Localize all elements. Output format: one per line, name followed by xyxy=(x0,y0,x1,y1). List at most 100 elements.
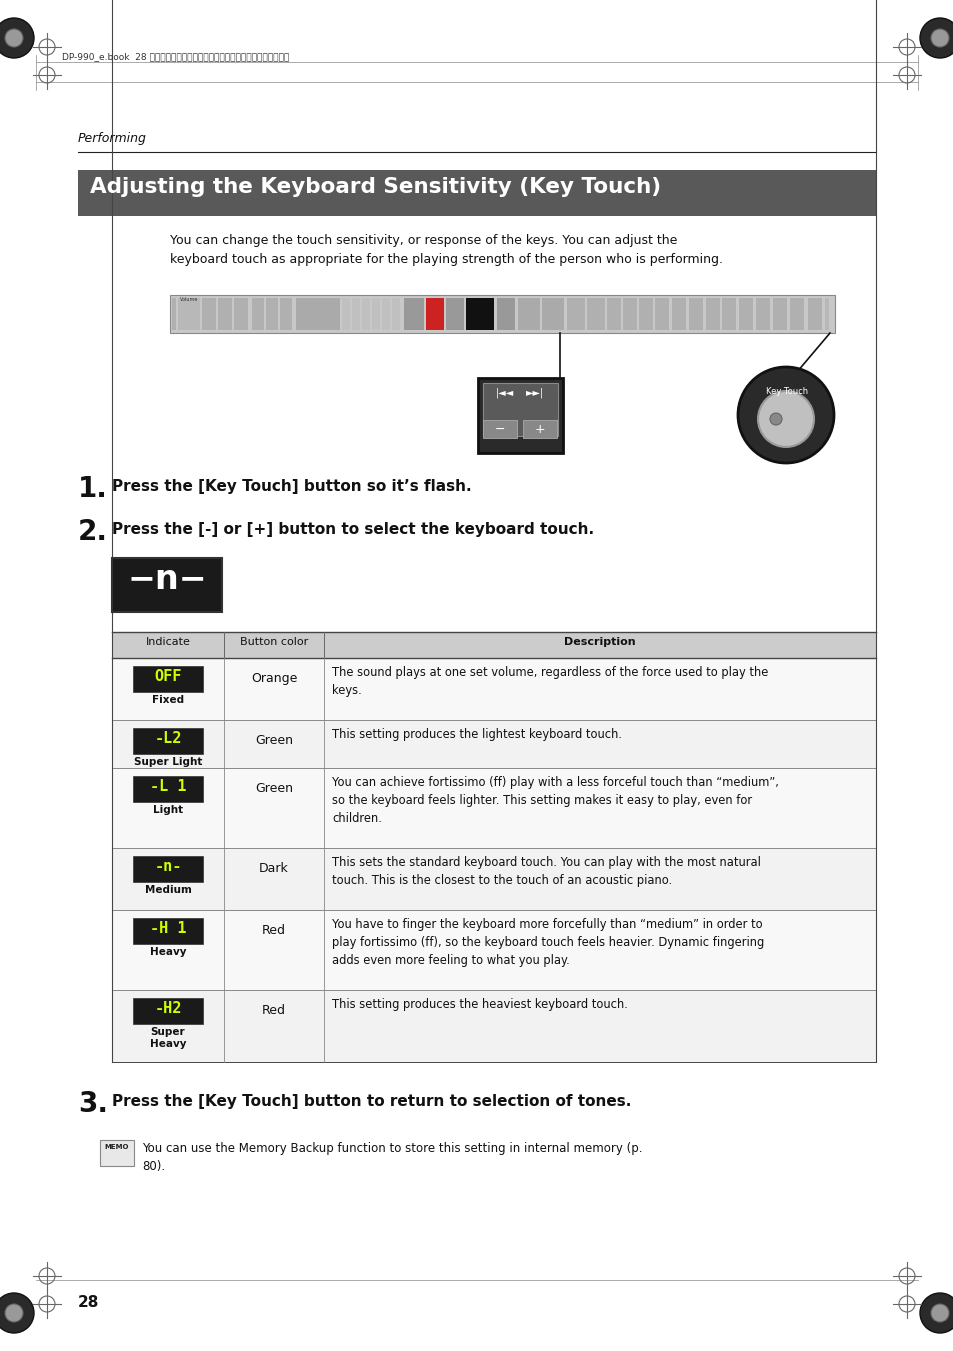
Bar xyxy=(465,299,494,330)
Bar xyxy=(824,299,828,330)
Bar xyxy=(132,775,203,802)
Circle shape xyxy=(930,1304,948,1323)
Text: Key Touch: Key Touch xyxy=(765,386,807,396)
Circle shape xyxy=(769,413,781,426)
Text: -L 1: -L 1 xyxy=(150,780,186,794)
Circle shape xyxy=(919,1293,953,1333)
Text: Dark: Dark xyxy=(259,862,289,875)
Text: Indicate: Indicate xyxy=(146,638,191,647)
Text: This setting produces the heaviest keyboard touch.: This setting produces the heaviest keybo… xyxy=(332,998,627,1011)
Bar xyxy=(739,299,752,330)
Bar xyxy=(372,299,379,330)
Text: -H 1: -H 1 xyxy=(150,921,186,936)
Text: +: + xyxy=(534,423,545,436)
Text: Red: Red xyxy=(262,1004,286,1017)
Bar xyxy=(482,420,517,438)
Text: Fixed: Fixed xyxy=(152,694,184,705)
Bar xyxy=(233,299,248,330)
Bar xyxy=(477,378,562,453)
Bar xyxy=(586,299,604,330)
Bar xyxy=(517,299,539,330)
Bar xyxy=(403,299,423,330)
Bar xyxy=(341,299,350,330)
Bar xyxy=(381,299,390,330)
Bar xyxy=(497,299,515,330)
Circle shape xyxy=(738,367,833,463)
Bar xyxy=(112,848,875,911)
Text: Medium: Medium xyxy=(145,885,192,894)
Bar xyxy=(172,299,175,330)
Bar xyxy=(132,666,203,692)
Bar xyxy=(352,299,359,330)
Bar xyxy=(100,1140,133,1166)
Bar xyxy=(112,558,222,612)
Bar xyxy=(705,299,720,330)
Text: -n-: -n- xyxy=(154,859,181,874)
Bar xyxy=(78,170,875,216)
Circle shape xyxy=(0,1293,34,1333)
Text: Heavy: Heavy xyxy=(150,947,186,957)
Bar xyxy=(622,299,637,330)
Bar xyxy=(112,720,875,767)
Text: 2.: 2. xyxy=(78,517,108,546)
Text: 28: 28 xyxy=(78,1296,99,1310)
Circle shape xyxy=(5,28,23,47)
Bar xyxy=(132,857,203,882)
Text: This setting produces the lightest keyboard touch.: This setting produces the lightest keybo… xyxy=(332,728,621,740)
Text: Button color: Button color xyxy=(239,638,308,647)
Text: OFF: OFF xyxy=(154,669,181,684)
Bar xyxy=(361,299,370,330)
Text: MEMO: MEMO xyxy=(105,1144,129,1150)
Bar xyxy=(606,299,620,330)
Bar xyxy=(218,299,232,330)
Bar xyxy=(392,299,399,330)
Text: The sound plays at one set volume, regardless of the force used to play the
keys: The sound plays at one set volume, regar… xyxy=(332,666,767,697)
Text: Super
Heavy: Super Heavy xyxy=(150,1027,186,1048)
Text: You can change the touch sensitivity, or response of the keys. You can adjust th: You can change the touch sensitivity, or… xyxy=(170,234,722,266)
Bar xyxy=(295,299,339,330)
Text: Light: Light xyxy=(152,805,183,815)
Text: Red: Red xyxy=(262,924,286,938)
Text: −: − xyxy=(495,423,505,436)
Text: -L2: -L2 xyxy=(154,731,181,746)
Bar xyxy=(688,299,702,330)
Bar xyxy=(132,728,203,754)
Text: You have to finger the keyboard more forcefully than “medium” in order to
play f: You have to finger the keyboard more for… xyxy=(332,917,763,967)
Bar xyxy=(280,299,292,330)
Circle shape xyxy=(0,18,34,58)
Bar xyxy=(202,299,215,330)
Bar xyxy=(266,299,277,330)
Bar xyxy=(639,299,652,330)
Bar xyxy=(112,911,875,990)
Circle shape xyxy=(758,390,813,447)
Bar xyxy=(132,917,203,944)
Text: 3.: 3. xyxy=(78,1090,108,1119)
Bar xyxy=(112,632,875,658)
Text: Performing: Performing xyxy=(78,132,147,145)
Text: You can achieve fortissimo (ff) play with a less forceful touch than “medium”,
s: You can achieve fortissimo (ff) play wit… xyxy=(332,775,778,825)
Text: Description: Description xyxy=(563,638,635,647)
Text: Super Light: Super Light xyxy=(133,757,202,767)
Bar xyxy=(482,382,558,436)
Text: You can use the Memory Backup function to store this setting in internal memory : You can use the Memory Backup function t… xyxy=(142,1142,641,1173)
Text: |◄◄: |◄◄ xyxy=(496,388,514,399)
Text: ►►|: ►►| xyxy=(525,388,543,399)
Circle shape xyxy=(919,18,953,58)
Text: Volume: Volume xyxy=(180,297,198,303)
Circle shape xyxy=(930,28,948,47)
Bar xyxy=(789,299,803,330)
Bar xyxy=(112,658,875,720)
Text: Green: Green xyxy=(254,734,293,747)
Text: DP-990_e.book  28 ページ　２００９年２月１７日　火曜日　午前８時３０分: DP-990_e.book 28 ページ ２００９年２月１７日 火曜日 午前８時… xyxy=(62,53,289,62)
Text: This sets the standard keyboard touch. You can play with the most natural
touch.: This sets the standard keyboard touch. Y… xyxy=(332,857,760,888)
Text: Adjusting the Keyboard Sensitivity (Key Touch): Adjusting the Keyboard Sensitivity (Key … xyxy=(90,177,660,197)
Text: Green: Green xyxy=(254,782,293,794)
Bar xyxy=(170,295,834,332)
Circle shape xyxy=(5,1304,23,1323)
Bar xyxy=(541,299,563,330)
Bar xyxy=(112,990,875,1062)
Bar xyxy=(566,299,584,330)
Bar xyxy=(252,299,264,330)
Text: 1.: 1. xyxy=(78,476,108,503)
Bar xyxy=(655,299,668,330)
